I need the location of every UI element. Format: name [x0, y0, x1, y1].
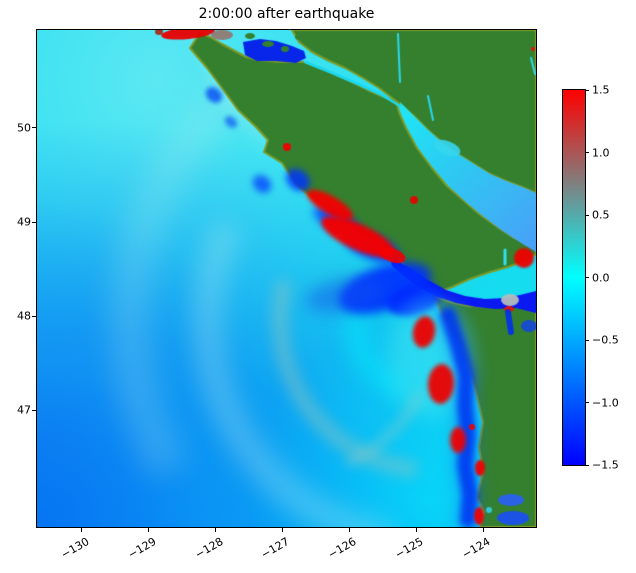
x-tick-label: −130	[58, 535, 92, 562]
y-tick-mark	[32, 409, 36, 411]
y-tick-label: 50	[17, 121, 31, 135]
y-tick-mark	[32, 221, 36, 223]
colorbar-tick-mark	[585, 402, 589, 403]
colorbar-tick-mark	[585, 277, 589, 278]
colorbar-tick-label: 1.0	[592, 146, 610, 159]
y-tick-label: 48	[17, 309, 31, 323]
x-tick-label: −125	[393, 535, 426, 562]
colorbar-tick-mark	[585, 214, 589, 216]
x-tick-mark	[148, 528, 150, 532]
y-tick-label: 47	[17, 403, 31, 417]
x-tick-mark	[415, 528, 417, 532]
plot-title: 2:00:00 after earthquake	[198, 6, 375, 22]
x-tick-label: −124	[459, 535, 493, 562]
colorbar	[562, 89, 586, 466]
x-tick-mark	[81, 528, 83, 532]
tsunami-heatmap-canvas	[36, 29, 537, 528]
colorbar-tick-label: −0.5	[592, 333, 619, 347]
x-tick-label: −128	[192, 535, 226, 562]
colorbar-tick-mark	[585, 464, 589, 466]
colorbar-tick-label: 0.5	[592, 208, 610, 222]
y-tick-label: 49	[17, 215, 31, 229]
x-tick-mark	[215, 528, 217, 532]
x-tick-label: −126	[326, 535, 359, 562]
x-tick-label: −127	[259, 535, 292, 562]
y-tick-mark	[32, 127, 36, 129]
x-tick-mark	[348, 528, 350, 532]
x-tick-mark	[281, 528, 283, 532]
x-tick-mark	[482, 528, 484, 532]
colorbar-tick-label: −1.0	[592, 396, 619, 409]
colorbar-tick-label: 0.0	[592, 271, 610, 284]
y-tick-mark	[32, 315, 36, 317]
colorbar-tick-mark	[585, 339, 589, 341]
colorbar-tick-label: −1.5	[592, 458, 619, 472]
x-tick-label: −129	[125, 535, 159, 562]
colorbar-tick-mark	[585, 152, 589, 153]
colorbar-tick-mark	[585, 89, 589, 91]
colorbar-tick-label: 1.5	[592, 83, 610, 97]
